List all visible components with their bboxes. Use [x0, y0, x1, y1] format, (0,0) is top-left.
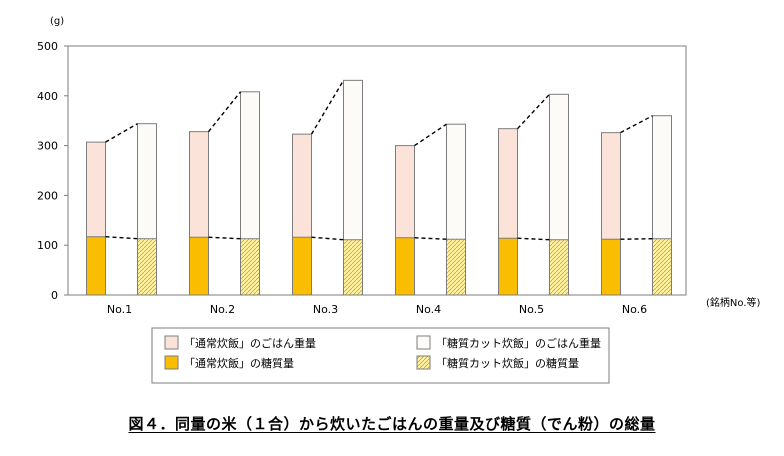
x-tick-label: No.5	[519, 303, 544, 316]
figure-caption: 図４．同量の米（１合）から炊いたごはんの重量及び糖質（でん粉）の総量	[0, 413, 784, 434]
bar-normal-sugar	[395, 237, 415, 296]
bar-cut-sugar	[549, 239, 569, 296]
x-tick-label: No.4	[416, 303, 441, 316]
bar-normal-sugar	[86, 236, 106, 296]
legend-label: 「糖質カット炊飯」の糖質量	[436, 356, 579, 370]
legend-label: 「通常炊飯」の糖質量	[184, 356, 294, 370]
bar-normal-sugar	[601, 238, 621, 296]
legend-swatch	[164, 355, 179, 370]
legend-box	[151, 327, 610, 384]
connector-rice-weight	[207, 91, 242, 133]
y-unit-label: (g)	[50, 16, 64, 27]
connector-sugar	[414, 237, 447, 240]
y-tick-label: 100	[37, 239, 58, 252]
bar-cut-sugar	[343, 239, 363, 296]
plot-area	[67, 45, 687, 296]
connector-sugar	[311, 236, 344, 241]
bar-cut-sugar	[240, 238, 260, 296]
figure-caption-text: 図４．同量の米（１合）から炊いたごはんの重量及び糖質（でん粉）の総量	[128, 415, 656, 433]
x-tick-label: No.2	[210, 303, 235, 316]
legend-swatch	[416, 335, 431, 350]
legend-swatch	[416, 355, 431, 370]
connector-rice-weight	[310, 80, 345, 135]
y-tick-label: 300	[37, 140, 58, 153]
bar-normal-sugar	[189, 236, 209, 296]
bar-normal-sugar	[498, 237, 518, 296]
x-tick-label: No.1	[107, 303, 132, 316]
connector-sugar	[517, 237, 550, 241]
legend-label: 「通常炊飯」のごはん重量	[184, 336, 316, 350]
bar-cut-sugar	[652, 238, 672, 296]
y-tick-label: 0	[51, 289, 58, 302]
y-tick-label: 200	[37, 189, 58, 202]
connector-rice-weight	[414, 123, 447, 147]
y-tick-label: 400	[37, 90, 58, 103]
bars	[86, 79, 672, 296]
legend: 「通常炊飯」のごはん重量 「糖質カット炊飯」のごはん重量「通常炊飯」の糖質量 「糖質…	[151, 327, 610, 384]
connector-sugar	[208, 236, 241, 240]
connectors	[105, 80, 653, 241]
connector-rice-weight	[516, 93, 551, 130]
bar-cut-sugar	[137, 238, 157, 296]
connector-sugar	[105, 236, 138, 240]
bar-cut-sugar	[446, 238, 466, 296]
legend-label: 「糖質カット炊飯」のごはん重量	[436, 336, 601, 350]
x-tick-label: No.6	[622, 303, 647, 316]
y-tick-label: 500	[37, 40, 58, 53]
bar-normal-sugar	[292, 236, 312, 296]
connector-rice-weight	[620, 115, 653, 134]
x-unit-label: (銘柄No.等)	[706, 296, 761, 309]
x-tick-label: No.3	[313, 303, 338, 316]
connector-rice-weight	[105, 123, 138, 143]
legend-swatch	[164, 335, 179, 350]
axis-labels: (g) 0 100 200 300 400 500 No.1 No.2 No.3 No.4 No.5 N…	[37, 16, 761, 316]
